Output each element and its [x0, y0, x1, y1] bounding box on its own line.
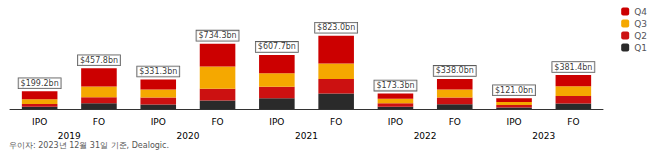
svg-text:IPO: IPO: [269, 117, 284, 127]
svg-text:우이자: 2023년 12월 31일 기준, Dealogi: 우이자: 2023년 12월 31일 기준, Dealogic.: [9, 141, 169, 150]
svg-text:IPO: IPO: [506, 117, 521, 127]
svg-text:Q2: Q2: [634, 31, 647, 41]
svg-text:$381.4bn: $381.4bn: [554, 63, 592, 72]
svg-text:Q4: Q4: [634, 7, 647, 17]
svg-text:2019: 2019: [58, 131, 81, 141]
svg-text:Q1: Q1: [634, 43, 647, 53]
svg-text:FO: FO: [449, 117, 461, 127]
svg-text:2023: 2023: [532, 131, 555, 141]
svg-text:2020: 2020: [176, 131, 199, 141]
svg-text:$607.7bn: $607.7bn: [258, 42, 296, 51]
svg-text:IPO: IPO: [151, 117, 166, 127]
svg-text:2022: 2022: [414, 131, 437, 141]
svg-text:2021: 2021: [295, 131, 318, 141]
svg-text:$173.3bn: $173.3bn: [376, 81, 414, 90]
svg-text:IPO: IPO: [388, 117, 403, 127]
svg-text:FO: FO: [330, 117, 342, 127]
svg-text:Q3: Q3: [634, 19, 647, 29]
svg-text:$823.0bn: $823.0bn: [317, 23, 355, 32]
svg-text:$199.2bn: $199.2bn: [21, 79, 59, 88]
svg-text:$338.0bn: $338.0bn: [436, 66, 474, 75]
svg-text:FO: FO: [567, 117, 579, 127]
svg-text:$457.8bn: $457.8bn: [80, 56, 118, 65]
svg-text:IPO: IPO: [32, 117, 47, 127]
svg-text:FO: FO: [93, 117, 105, 127]
svg-text:$331.3bn: $331.3bn: [139, 67, 177, 76]
svg-text:$734.3bn: $734.3bn: [198, 31, 236, 40]
svg-text:$121.0bn: $121.0bn: [495, 86, 533, 95]
svg-text:FO: FO: [211, 117, 223, 127]
